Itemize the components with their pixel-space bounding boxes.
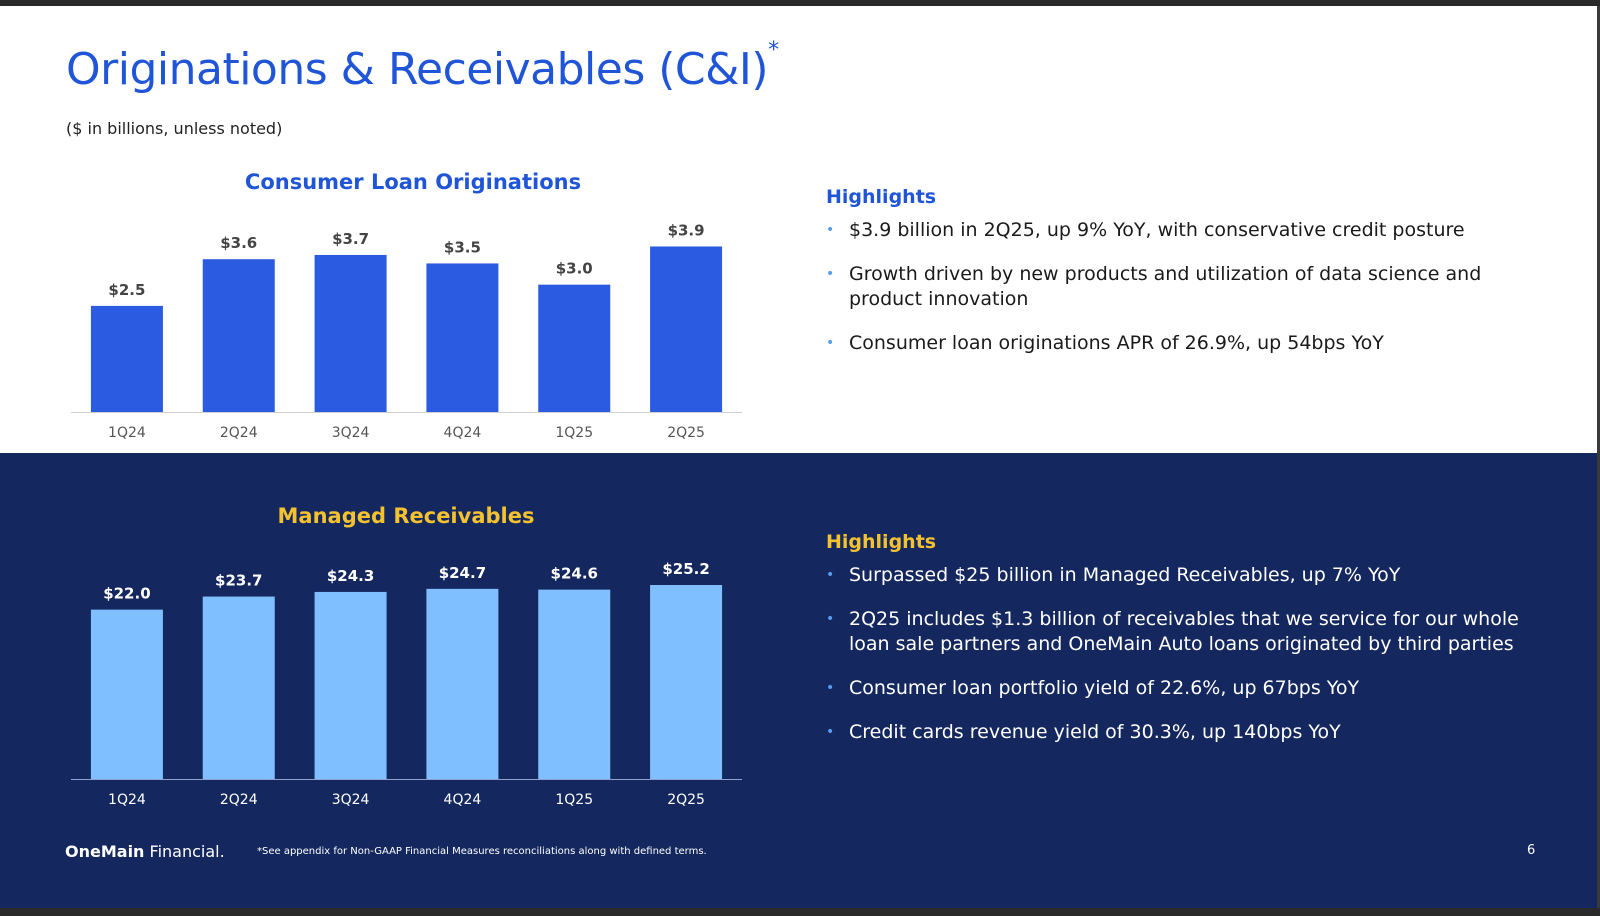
company-logo: OneMain Financial. [65, 842, 225, 861]
slide: Originations & Receivables (C&I)* ($ in … [0, 6, 1600, 908]
bar [538, 589, 611, 779]
data-label: $22.0 [103, 585, 150, 603]
data-label: $24.3 [327, 567, 374, 585]
page-subtitle: ($ in billions, unless noted) [66, 119, 283, 138]
bar [90, 609, 163, 779]
data-label: $3.5 [444, 238, 481, 256]
title-footnote-mark: * [768, 38, 779, 63]
highlight-item: Consumer loan originations APR of 26.9%,… [826, 331, 1526, 356]
bar [650, 246, 723, 412]
bar [314, 591, 387, 779]
highlight-item: Consumer loan portfolio yield of 22.6%, … [826, 676, 1526, 701]
bar [650, 585, 723, 779]
bar [90, 305, 163, 412]
originations-chart-title: Consumer Loan Originations [244, 170, 582, 194]
x-tick-label: 2Q25 [667, 792, 705, 808]
x-tick-label: 1Q24 [108, 792, 146, 808]
x-tick-label: 4Q24 [444, 425, 482, 441]
highlight-item: Surpassed $25 billion in Managed Receiva… [826, 563, 1526, 588]
x-tick-label: 2Q24 [220, 792, 258, 808]
bar [314, 254, 387, 412]
data-label: $24.6 [551, 565, 598, 583]
receivables-chart: $22.0 1Q24 $23.7 2Q24 $24.3 3Q24 $24.7 4Q24 $24.… [71, 560, 742, 808]
data-label: $3.0 [556, 260, 593, 278]
data-label: $3.9 [668, 221, 705, 239]
data-label: $23.7 [215, 572, 262, 590]
bar [538, 284, 611, 412]
data-label: $3.7 [332, 230, 369, 248]
page-title: Originations & Receivables (C&I)* [66, 38, 779, 95]
originations-highlights-list: $3.9 billion in 2Q25, up 9% YoY, with co… [826, 218, 1526, 375]
data-label: $3.6 [220, 234, 257, 252]
highlight-item: 2Q25 includes $1.3 billion of receivable… [826, 607, 1526, 657]
x-tick-label: 1Q25 [555, 792, 593, 808]
data-label: $24.7 [439, 564, 486, 582]
x-tick-label: 4Q24 [444, 792, 482, 808]
footnote: *See appendix for Non-GAAP Financial Mea… [257, 846, 707, 857]
originations-highlights-heading: Highlights [826, 186, 937, 208]
page-number: 6 [1527, 843, 1536, 858]
x-tick-label: 3Q24 [332, 792, 370, 808]
bar [426, 263, 499, 412]
receivables-highlights-heading: Highlights [826, 531, 937, 553]
x-tick-label: 2Q24 [220, 425, 258, 441]
bar [202, 259, 275, 412]
data-label: $2.5 [108, 281, 145, 299]
receivables-chart-title: Managed Receivables [277, 504, 535, 528]
page-title-text: Originations & Receivables (C&I) [66, 44, 769, 95]
receivables-highlights-list: Surpassed $25 billion in Managed Receiva… [826, 563, 1526, 764]
highlight-item: $3.9 billion in 2Q25, up 9% YoY, with co… [826, 218, 1526, 243]
bar [202, 596, 275, 779]
x-tick-label: 1Q25 [555, 425, 593, 441]
data-label: $25.2 [662, 560, 709, 578]
originations-chart: $2.5 1Q24 $3.6 2Q24 $3.7 3Q24 $3.5 4Q24 $3.0 1Q25… [71, 221, 742, 441]
x-tick-label: 1Q24 [108, 425, 146, 441]
highlight-item: Credit cards revenue yield of 30.3%, up … [826, 720, 1526, 745]
bar [426, 588, 499, 779]
x-tick-label: 3Q24 [332, 425, 370, 441]
x-tick-label: 2Q25 [667, 425, 705, 441]
highlight-item: Growth driven by new products and utiliz… [826, 262, 1526, 312]
